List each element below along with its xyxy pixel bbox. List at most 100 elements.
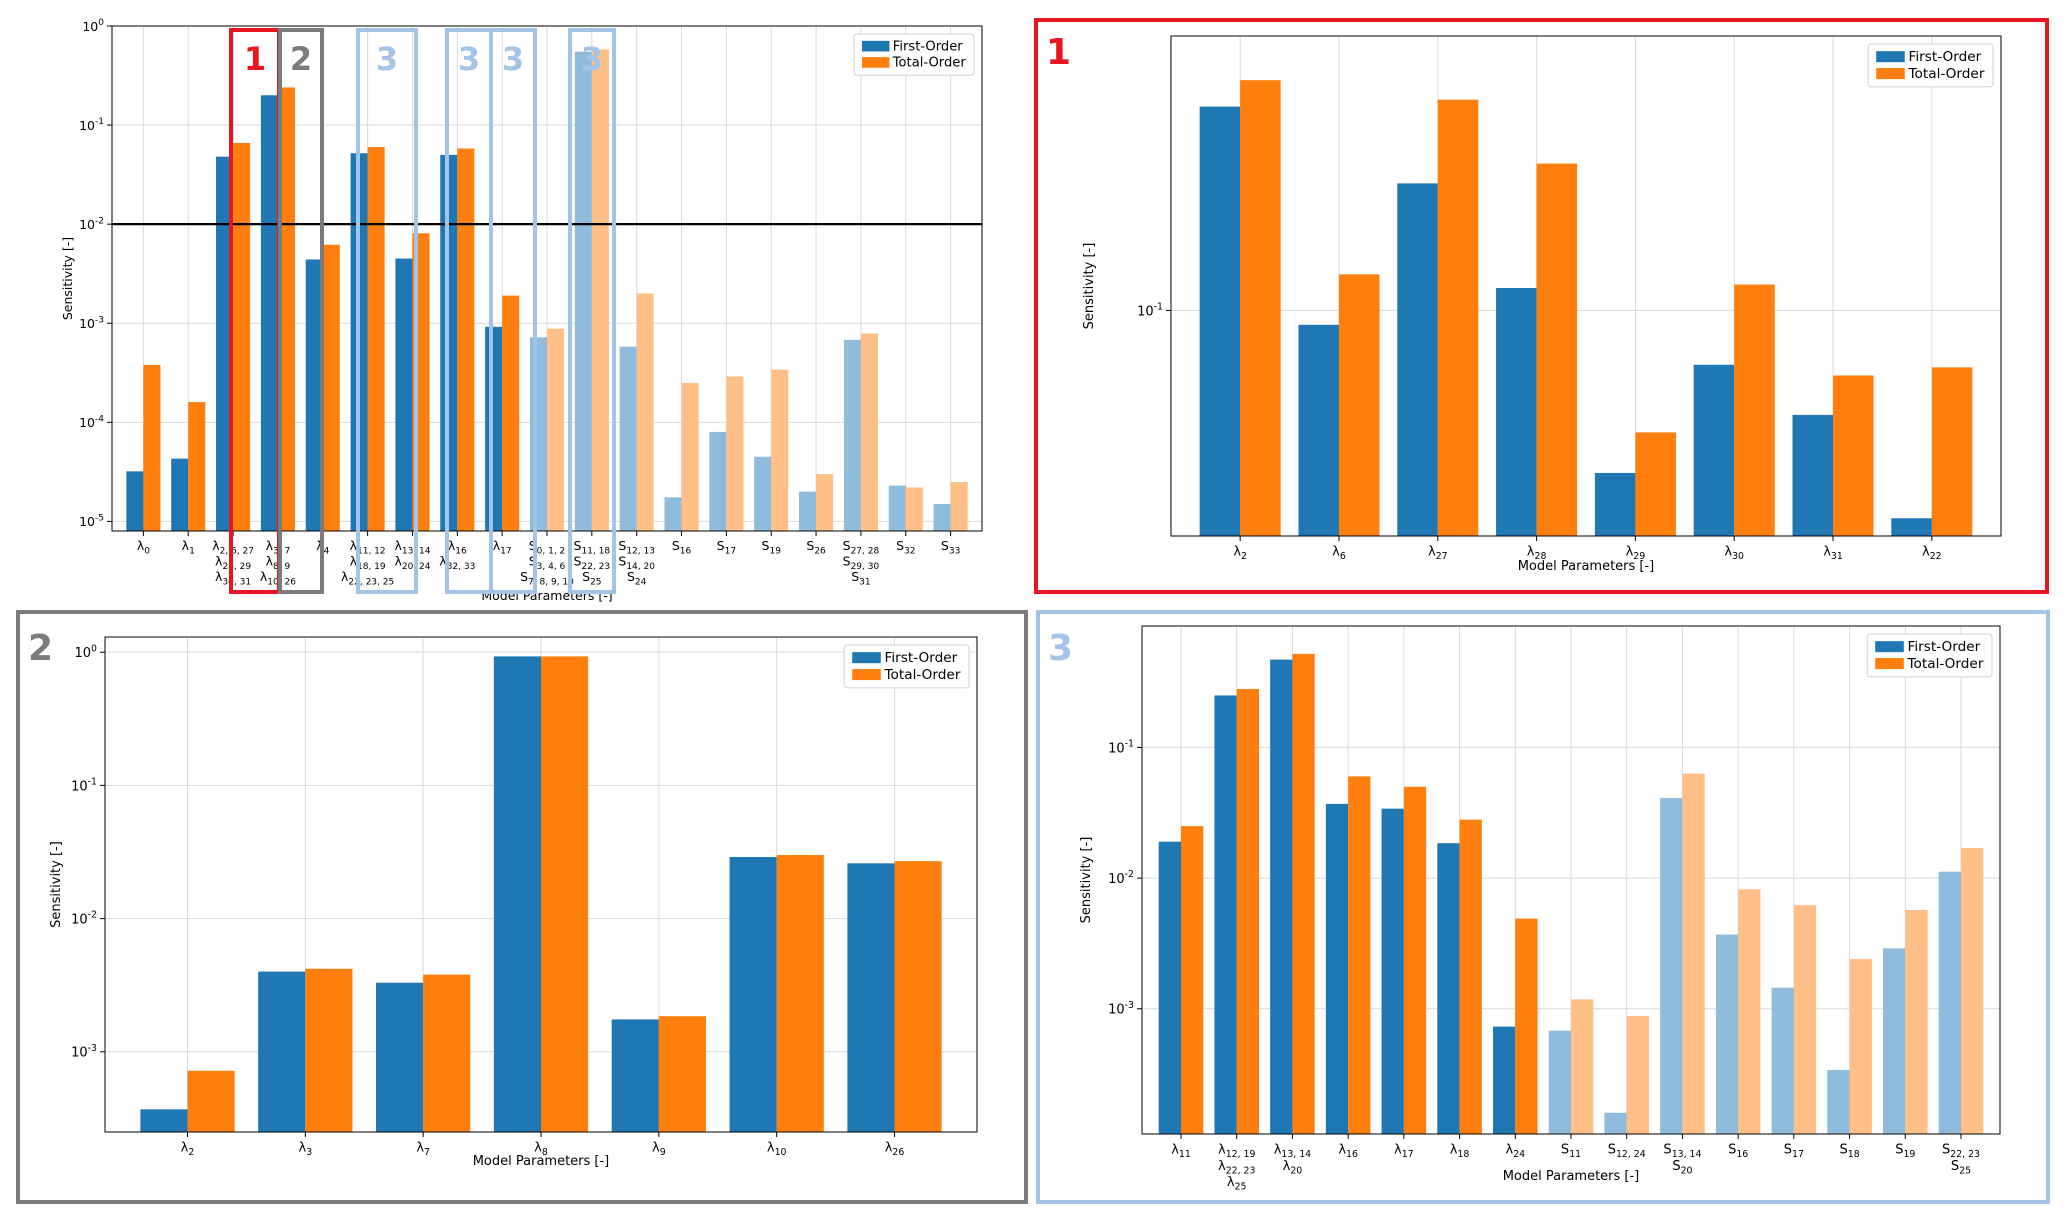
first-order-bar (1771, 987, 1794, 1134)
x-tick-label: λ26 (885, 1141, 905, 1159)
x-tick-label: λ29 (1626, 545, 1646, 563)
first-order-bar (1693, 364, 1735, 536)
x-tick-label: λ18 (1450, 1143, 1470, 1161)
total-order-bar (1833, 375, 1874, 536)
first-order-bar (305, 259, 323, 531)
x-tick-label: λ2 (1233, 545, 1247, 563)
total-order-bar (1292, 653, 1315, 1134)
total-order-bar (1240, 80, 1281, 536)
total-order-bar (1738, 889, 1761, 1134)
x-tick-label: λ32, 33 (439, 553, 475, 572)
legend-swatch-total-order (862, 57, 890, 68)
legend-swatch-first-order (862, 40, 890, 52)
total-order-bar (1793, 905, 1817, 1134)
total-order-bar (367, 147, 385, 531)
legend-label-total-order: Total-Order (1907, 656, 1984, 672)
x-tick-label: λ7 (416, 1141, 430, 1159)
first-order-bar (171, 458, 189, 531)
x-tick-label: λ1 (182, 538, 195, 557)
total-order-bar (1961, 847, 1984, 1134)
y-tick-label: 10-1 (1108, 739, 1134, 757)
legend-swatch-first-order (852, 652, 881, 664)
x-tick-label: S11 (1561, 1143, 1581, 1161)
overview-highlight-box (278, 28, 324, 594)
overview-highlight-marker: 3 (458, 40, 480, 78)
x-tick-label: λ8 (534, 1141, 548, 1159)
panel-1-chart: 10-1 λ2 λ6 λ27 λ28 λ29 λ30 λ31 λ22 Model Paramete… (1082, 35, 2002, 574)
total-order-bar (776, 855, 824, 1132)
x-tick-label: λ13, 14 (1274, 1143, 1311, 1161)
first-order-bar (260, 95, 278, 531)
y-tick-label: 10-3 (1108, 1000, 1134, 1018)
legend-label-first-order: First-Order (885, 650, 958, 666)
x-tick-label: S25 (582, 569, 601, 588)
total-order-bar (726, 376, 744, 531)
overview-highlight-box (489, 28, 537, 594)
total-order-bar (1338, 274, 1380, 536)
total-order-bar (905, 487, 923, 531)
first-order-bar (1496, 287, 1537, 536)
panel-2-label: 2 (28, 628, 53, 669)
x-tick-label: λ22 (1922, 545, 1942, 563)
x-tick-label: S3, 4, 6 (529, 553, 566, 572)
x-tick-label: λ2, 6, 27 (212, 538, 254, 557)
y-axis-label: Sensitivity [-] (49, 841, 64, 928)
y-tick-label: 10-2 (71, 910, 97, 928)
first-order-bar (847, 863, 895, 1132)
first-order-bar (1604, 1112, 1627, 1134)
total-order-bar (502, 295, 520, 531)
x-tick-label: S29, 30 (843, 553, 880, 572)
x-tick-label: λ17 (493, 538, 512, 557)
x-tick-label: S22, 23 (1942, 1143, 1980, 1161)
y-tick-label: 10-5 (79, 514, 104, 530)
legend-label-total-order: Total-Order (1908, 66, 1985, 82)
x-tick-label: λ27 (1428, 545, 1448, 563)
y-tick-label: 100 (75, 643, 98, 661)
first-order-bar (485, 326, 503, 531)
legend-label-first-order: First-Order (1909, 49, 1982, 65)
plot-frame (1170, 35, 2002, 537)
first-order-bar (843, 339, 861, 531)
first-order-bar (216, 156, 234, 531)
total-order-bar (305, 968, 353, 1132)
first-order-bar (754, 456, 772, 531)
first-order-bar (619, 346, 637, 531)
y-tick-label: 10-1 (71, 776, 97, 794)
overview-highlight-marker: 3 (376, 40, 398, 78)
x-tick-label: λ16 (448, 538, 467, 557)
x-axis-label: Model Parameters [-] (473, 1154, 610, 1169)
first-order-bar (1715, 934, 1739, 1134)
first-order-bar (1827, 1069, 1850, 1134)
first-order-bar (395, 258, 413, 531)
legend-label-total-order: Total-Order (892, 56, 967, 71)
x-tick-label: λ16 (1338, 1143, 1358, 1161)
overview-highlight-marker: 3 (502, 40, 524, 78)
x-tick-label: S16 (672, 538, 692, 557)
total-order-bar (541, 656, 589, 1132)
x-tick-label: S19 (762, 538, 782, 557)
total-order-bar (1459, 819, 1482, 1134)
first-order-bar (1792, 414, 1834, 536)
total-order-bar (591, 49, 609, 532)
y-tick-label: 10-2 (1108, 869, 1134, 887)
x-tick-label: λ2 (181, 1141, 195, 1159)
first-order-bar (1199, 106, 1241, 536)
x-tick-label: λ28, 29 (215, 553, 251, 572)
x-tick-label: S33 (941, 538, 960, 557)
first-order-bar (1270, 659, 1293, 1134)
first-order-bar (1938, 871, 1961, 1134)
first-order-bar (1158, 841, 1181, 1134)
total-order-bar (423, 974, 471, 1132)
y-tick-label: 10-1 (1137, 302, 1163, 320)
x-tick-label: λ11, 12 (350, 538, 386, 557)
legend-swatch-first-order (1876, 51, 1905, 63)
y-tick-label: 10-4 (79, 414, 104, 430)
x-tick-label: S12, 24 (1608, 1143, 1646, 1161)
total-order-bar (188, 402, 206, 531)
first-order-bar (1437, 843, 1460, 1134)
overview-highlight-marker: 2 (290, 40, 312, 78)
total-order-bar (1626, 1016, 1649, 1134)
